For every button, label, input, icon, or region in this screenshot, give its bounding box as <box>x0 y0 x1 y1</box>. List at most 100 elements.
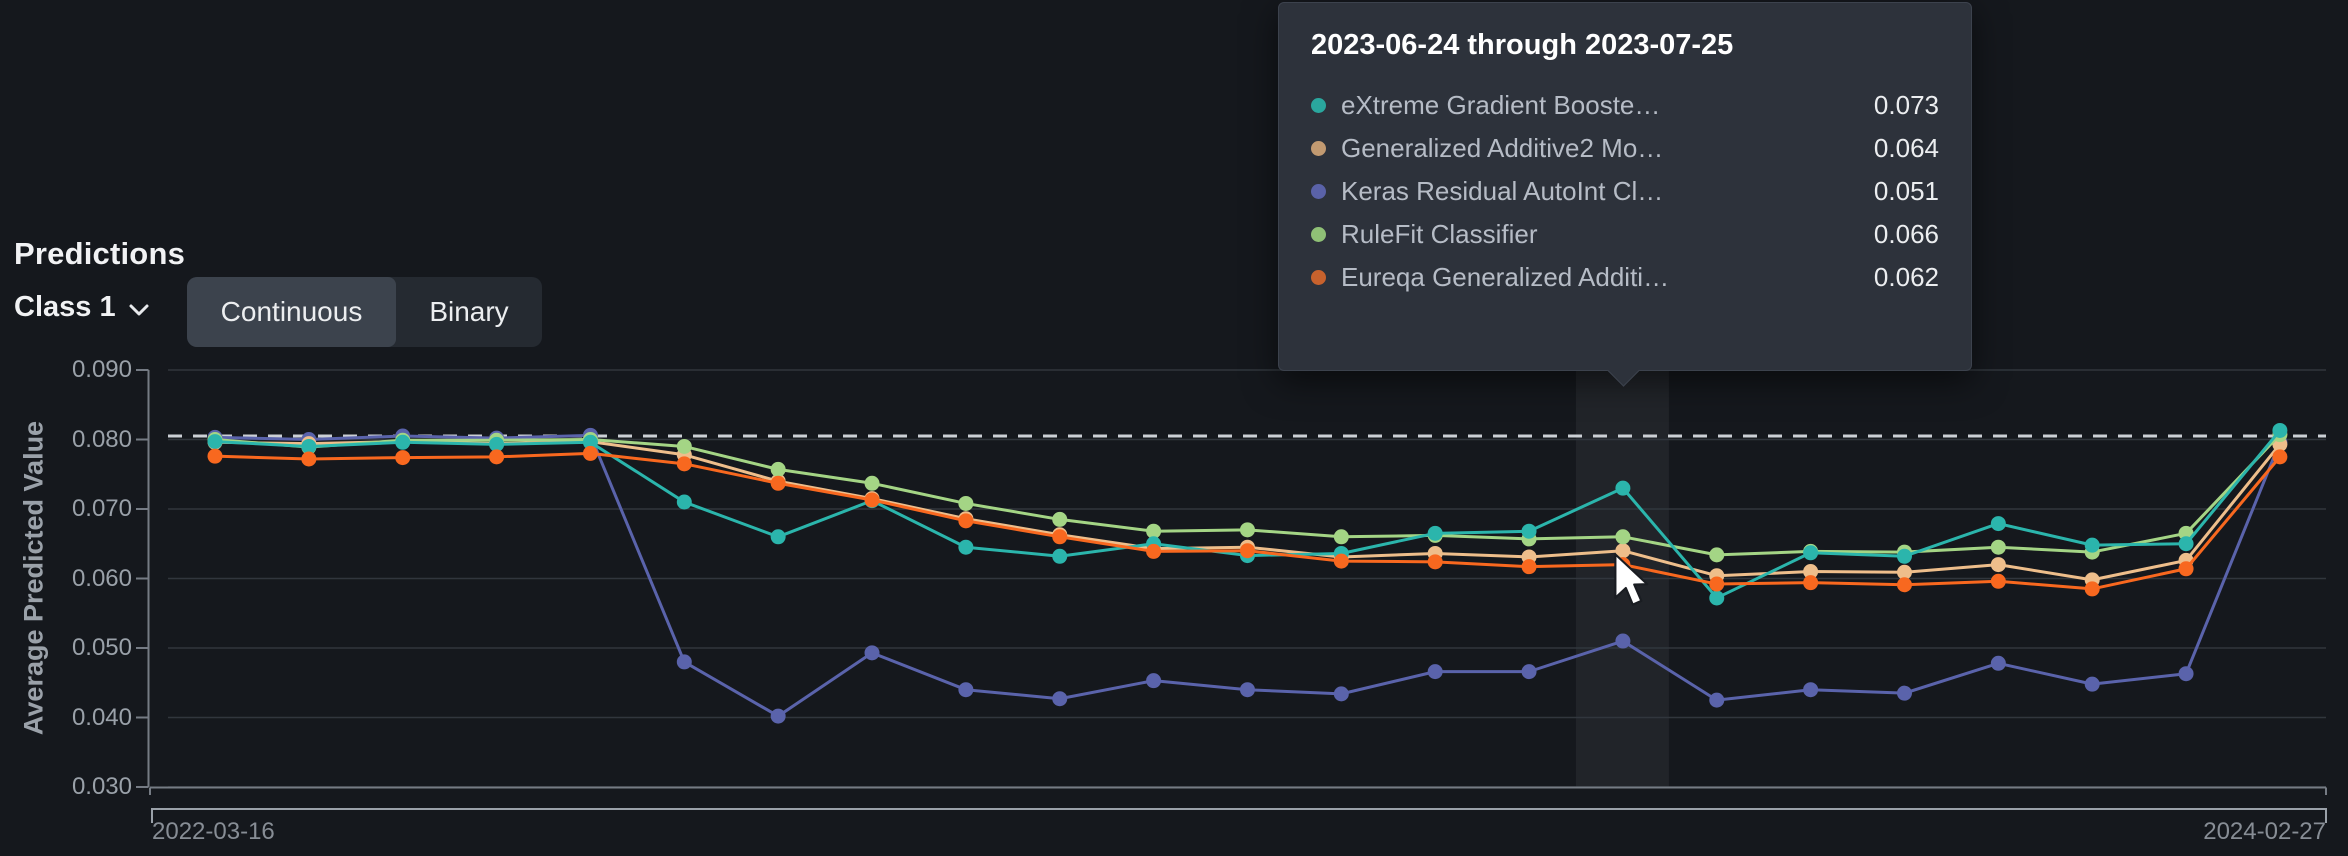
tooltip-legend-row: RuleFit Classifier 0.066 <box>1311 213 1939 256</box>
series-point <box>489 436 505 452</box>
series-point <box>1615 480 1631 496</box>
legend-model-value: 0.051 <box>1873 176 1939 206</box>
series-point <box>1615 543 1631 559</box>
tooltip-legend-row: eXtreme Gradient Booste… 0.073 <box>1311 84 1939 127</box>
series-point <box>1709 692 1725 708</box>
series-point <box>1052 511 1068 527</box>
series-point <box>1427 664 1443 680</box>
legend-model-value: 0.064 <box>1873 133 1939 163</box>
chart-plot-area[interactable] <box>150 370 2326 787</box>
tab-binary[interactable]: Binary <box>396 277 542 347</box>
series-point <box>770 529 786 545</box>
series-point <box>301 451 317 467</box>
x-axis-start-date: 2022-03-16 <box>152 818 275 845</box>
tooltip-legend: eXtreme Gradient Booste… 0.073 Generalized… <box>1311 84 1939 299</box>
series-point <box>1990 516 2006 532</box>
series-point <box>395 450 411 466</box>
page-title: Predictions <box>14 236 186 271</box>
series-point <box>1803 564 1819 580</box>
y-axis-tick-label: 0.050 <box>71 634 132 661</box>
series-point <box>1990 539 2006 555</box>
series-point <box>1990 557 2006 573</box>
y-axis-tick-label: 0.040 <box>71 703 132 731</box>
series-point <box>1146 543 1162 559</box>
series-point <box>1427 554 1443 570</box>
legend-dot-icon <box>1311 227 1326 242</box>
series-point <box>1896 577 1912 593</box>
y-axis-tick-label: 0.090 <box>71 356 132 383</box>
series-point <box>1709 576 1725 592</box>
tab-continuous[interactable]: Continuous <box>187 277 396 347</box>
series-point <box>864 492 880 508</box>
time-range-bracket <box>151 808 2327 823</box>
series-point <box>676 654 692 670</box>
legend-dot-icon <box>1311 98 1326 113</box>
series-point <box>770 461 786 477</box>
series-point <box>1427 525 1443 541</box>
tooltip-legend-row: Eureqa Generalized Additi… 0.062 <box>1311 256 1939 299</box>
series-point <box>1709 547 1725 563</box>
series-point <box>864 475 880 491</box>
series-point <box>1052 529 1068 545</box>
series-point <box>207 434 223 450</box>
series-point <box>1146 673 1162 689</box>
class-selector-dropdown[interactable]: Class 1 <box>14 291 150 324</box>
series-point <box>2178 561 2194 577</box>
series-point <box>1521 523 1537 539</box>
series-point <box>770 475 786 491</box>
series-point <box>958 513 974 529</box>
legend-dot-icon <box>1311 141 1326 156</box>
legend-model-name: Eureqa Generalized Additi… <box>1341 262 1670 292</box>
chevron-down-icon <box>129 304 149 315</box>
series-point <box>301 438 317 454</box>
legend-model-value: 0.066 <box>1873 219 1939 249</box>
series-point <box>1052 691 1068 707</box>
mouse-cursor-icon <box>1614 553 1649 606</box>
series-point <box>582 434 598 450</box>
series-point <box>1333 529 1349 545</box>
series-point <box>2178 666 2194 682</box>
series-point <box>207 448 223 464</box>
series-point <box>864 645 880 661</box>
series-point <box>1896 548 1912 564</box>
series-point <box>2084 581 2100 597</box>
series-point <box>2084 537 2100 553</box>
series-point <box>1896 564 1912 580</box>
series-point <box>1803 682 1819 698</box>
series-point <box>2272 422 2288 438</box>
legend-model-name: Generalized Additive2 Mo… <box>1341 133 1664 163</box>
series-point <box>676 456 692 472</box>
series-point <box>770 708 786 724</box>
series-point <box>1239 543 1255 559</box>
series-point <box>958 495 974 511</box>
series-point <box>1239 522 1255 538</box>
series-point <box>676 438 692 454</box>
series-point <box>2272 449 2288 465</box>
tooltip-date-range: 2023-06-24 through 2023-07-25 <box>1311 29 1734 61</box>
legend-model-name: Keras Residual AutoInt Cl… <box>1341 176 1664 206</box>
series-point <box>1333 686 1349 702</box>
tooltip-legend-row: Keras Residual AutoInt Cl… 0.051 <box>1311 170 1939 213</box>
legend-dot-icon <box>1311 184 1326 199</box>
y-axis-tick-label: 0.030 <box>71 773 132 800</box>
series-point <box>1521 664 1537 680</box>
series-point <box>1333 553 1349 569</box>
series-point <box>1803 575 1819 591</box>
series-point <box>489 449 505 465</box>
tooltip-legend-row: Generalized Additive2 Mo… 0.064 <box>1311 127 1939 170</box>
y-axis-tick-label: 0.060 <box>71 564 132 592</box>
series-point <box>1615 633 1631 649</box>
chart-tooltip: 2023-06-24 through 2023-07-25 eXtreme Gr… <box>1278 2 1972 387</box>
series-point <box>1615 529 1631 545</box>
series-point <box>958 539 974 555</box>
y-axis-tick-label: 0.080 <box>71 425 132 453</box>
series-point <box>395 434 411 450</box>
series-point <box>2178 536 2194 552</box>
series-point <box>1052 548 1068 564</box>
legend-model-value: 0.062 <box>1873 262 1939 292</box>
series-point <box>1990 573 2006 589</box>
series-point <box>958 682 974 698</box>
series-point <box>1239 682 1255 698</box>
